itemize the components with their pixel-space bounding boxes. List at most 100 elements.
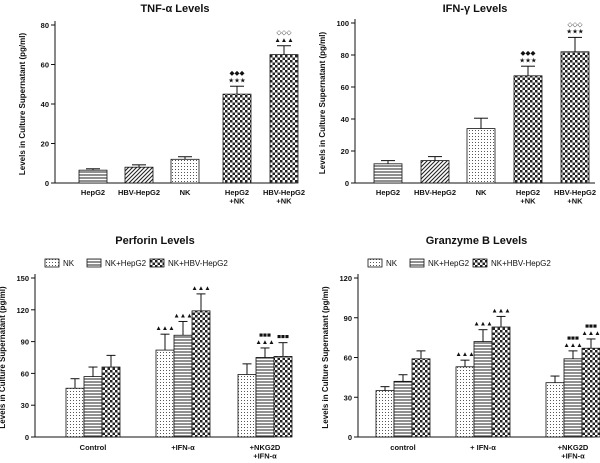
y-tick-label: 60 bbox=[344, 354, 352, 363]
y-tick-label: 60 bbox=[41, 61, 49, 70]
x-category-label: HepG2 +NK bbox=[516, 188, 540, 205]
y-tick-label: 90 bbox=[344, 314, 352, 323]
bar-nk bbox=[455, 366, 475, 438]
bar-nk-hepg2 bbox=[393, 380, 413, 438]
bar-nk bbox=[545, 382, 565, 438]
legend-label: NK+HBV-HepG2 bbox=[168, 259, 228, 268]
bar-nk-hbv-hepg2 bbox=[101, 366, 121, 438]
significance-marker: ▲▲▲ bbox=[155, 325, 174, 332]
x-category-label: HBV-HepG2 bbox=[118, 188, 160, 197]
bar bbox=[513, 75, 543, 184]
bar-nk-hbv-hepg2 bbox=[581, 347, 600, 438]
chart-title: Perforin Levels bbox=[115, 235, 194, 247]
bar bbox=[420, 160, 450, 184]
legend-label: NK+HepG2 bbox=[428, 259, 470, 268]
bar bbox=[222, 93, 252, 184]
bar bbox=[466, 128, 496, 184]
y-tick-label: 90 bbox=[21, 338, 29, 347]
y-axis-label: Levels in Culture Supernatant (pg/ml) bbox=[318, 32, 327, 175]
x-category-label: HepG2 +NK bbox=[225, 188, 249, 205]
bar bbox=[78, 169, 108, 184]
legend-swatch bbox=[149, 258, 165, 268]
x-category-label: HBV-HepG2 bbox=[414, 188, 456, 197]
bar-nk-hepg2 bbox=[563, 358, 583, 438]
legend-swatch bbox=[44, 258, 60, 268]
bar-nk-hbv-hepg2 bbox=[491, 326, 511, 438]
y-tick-label: 80 bbox=[341, 51, 349, 60]
x-category-label: +NKG2D +IFN-α bbox=[558, 443, 589, 460]
x-category-label: NK bbox=[476, 188, 487, 197]
legend-label: NK bbox=[63, 259, 75, 268]
bar bbox=[170, 158, 200, 184]
x-category-label: +IFN-α bbox=[171, 443, 195, 452]
bar bbox=[124, 166, 154, 184]
bar-nk bbox=[155, 349, 175, 438]
significance-marker: ◇◇◇ ★★★ bbox=[566, 21, 584, 35]
bar-nk-hbv-hepg2 bbox=[191, 310, 211, 438]
significance-marker: ▲▲▲ bbox=[173, 312, 192, 319]
significance-marker: ◆◆◆ ★★★ bbox=[228, 70, 246, 84]
x-category-label: HBV-HepG2 +NK bbox=[263, 188, 305, 205]
significance-marker: ▲▲▲ bbox=[491, 307, 510, 314]
y-tick-label: 0 bbox=[45, 179, 49, 188]
legend-swatch bbox=[367, 258, 383, 268]
bar bbox=[269, 54, 299, 184]
y-tick-label: 0 bbox=[348, 433, 352, 442]
bar-nk-hbv-hepg2 bbox=[411, 358, 431, 438]
bar bbox=[373, 163, 403, 184]
bar-nk-hepg2 bbox=[473, 341, 493, 438]
legend-swatch bbox=[409, 258, 425, 268]
bar-nk-hepg2 bbox=[173, 334, 193, 438]
significance-marker: ■■■ ▲▲▲ bbox=[563, 335, 582, 349]
x-category-label: NK bbox=[180, 188, 191, 197]
y-axis-label: Levels in Culture Supernatant (pg/ml) bbox=[321, 286, 330, 429]
y-axis-label: Levels in Culture Supernatant (pg/ml) bbox=[18, 33, 27, 176]
y-tick-label: 20 bbox=[341, 147, 349, 156]
bar-nk bbox=[237, 374, 257, 438]
bar-nk-hbv-hepg2 bbox=[273, 356, 293, 438]
bar-nk bbox=[65, 387, 85, 438]
bar bbox=[560, 51, 590, 184]
y-tick-label: 80 bbox=[41, 21, 49, 30]
x-category-label: HepG2 bbox=[376, 188, 400, 197]
y-tick-label: 120 bbox=[339, 274, 352, 283]
chart-title: Granzyme B Levels bbox=[426, 235, 528, 247]
y-axis-label: Levels in Culture Supernatant (pg/ml) bbox=[0, 286, 7, 429]
y-tick-label: 30 bbox=[21, 401, 29, 410]
y-tick-label: 0 bbox=[25, 433, 29, 442]
legend-swatch bbox=[86, 258, 102, 268]
significance-marker: ▲▲▲ bbox=[455, 351, 474, 358]
bar-nk bbox=[375, 390, 395, 438]
y-tick-label: 0 bbox=[345, 179, 349, 188]
chart-perforin: Perforin Levels Levels in Culture Superna… bbox=[0, 235, 293, 460]
chart-title: IFN-γ Levels bbox=[443, 3, 508, 15]
significance-marker: ▲▲▲ bbox=[473, 321, 492, 328]
significance-marker: ■■■ ▲▲▲ bbox=[255, 332, 274, 346]
y-tick-label: 60 bbox=[21, 369, 29, 378]
bar-nk-hepg2 bbox=[255, 357, 275, 438]
significance-marker: ■■■ ▲▲▲ bbox=[581, 323, 600, 337]
x-category-label: control bbox=[390, 443, 415, 452]
x-category-label: HBV-HepG2 +NK bbox=[554, 188, 596, 205]
significance-marker: ◇◇◇ ▲▲▲ bbox=[274, 30, 293, 44]
y-tick-label: 20 bbox=[41, 140, 49, 149]
y-tick-label: 120 bbox=[16, 306, 29, 315]
y-tick-label: 30 bbox=[344, 393, 352, 402]
chart-tnf: TNF-α Levels Levels in Culture Supernatan… bbox=[18, 3, 305, 205]
significance-marker: ■■■ bbox=[277, 334, 289, 341]
legend-label: NK bbox=[386, 259, 398, 268]
x-category-label: + IFN-α bbox=[470, 443, 496, 452]
bar-nk-hepg2 bbox=[83, 376, 103, 438]
chart-granzyme: Granzyme B Levels Levels in Culture Super… bbox=[321, 235, 600, 460]
legend-label: NK+HepG2 bbox=[105, 259, 147, 268]
chart-title: TNF-α Levels bbox=[140, 3, 209, 15]
y-tick-label: 100 bbox=[336, 19, 349, 28]
significance-marker: ▲▲▲ bbox=[191, 285, 210, 292]
legend-label: NK+HBV-HepG2 bbox=[491, 259, 551, 268]
chart-ifn: IFN-γ Levels Levels in Culture Supernatan… bbox=[318, 3, 596, 205]
y-tick-label: 150 bbox=[16, 274, 29, 283]
y-tick-label: 40 bbox=[41, 100, 49, 109]
legend-swatch bbox=[472, 258, 488, 268]
x-category-label: +NKG2D +IFN-α bbox=[250, 443, 281, 460]
